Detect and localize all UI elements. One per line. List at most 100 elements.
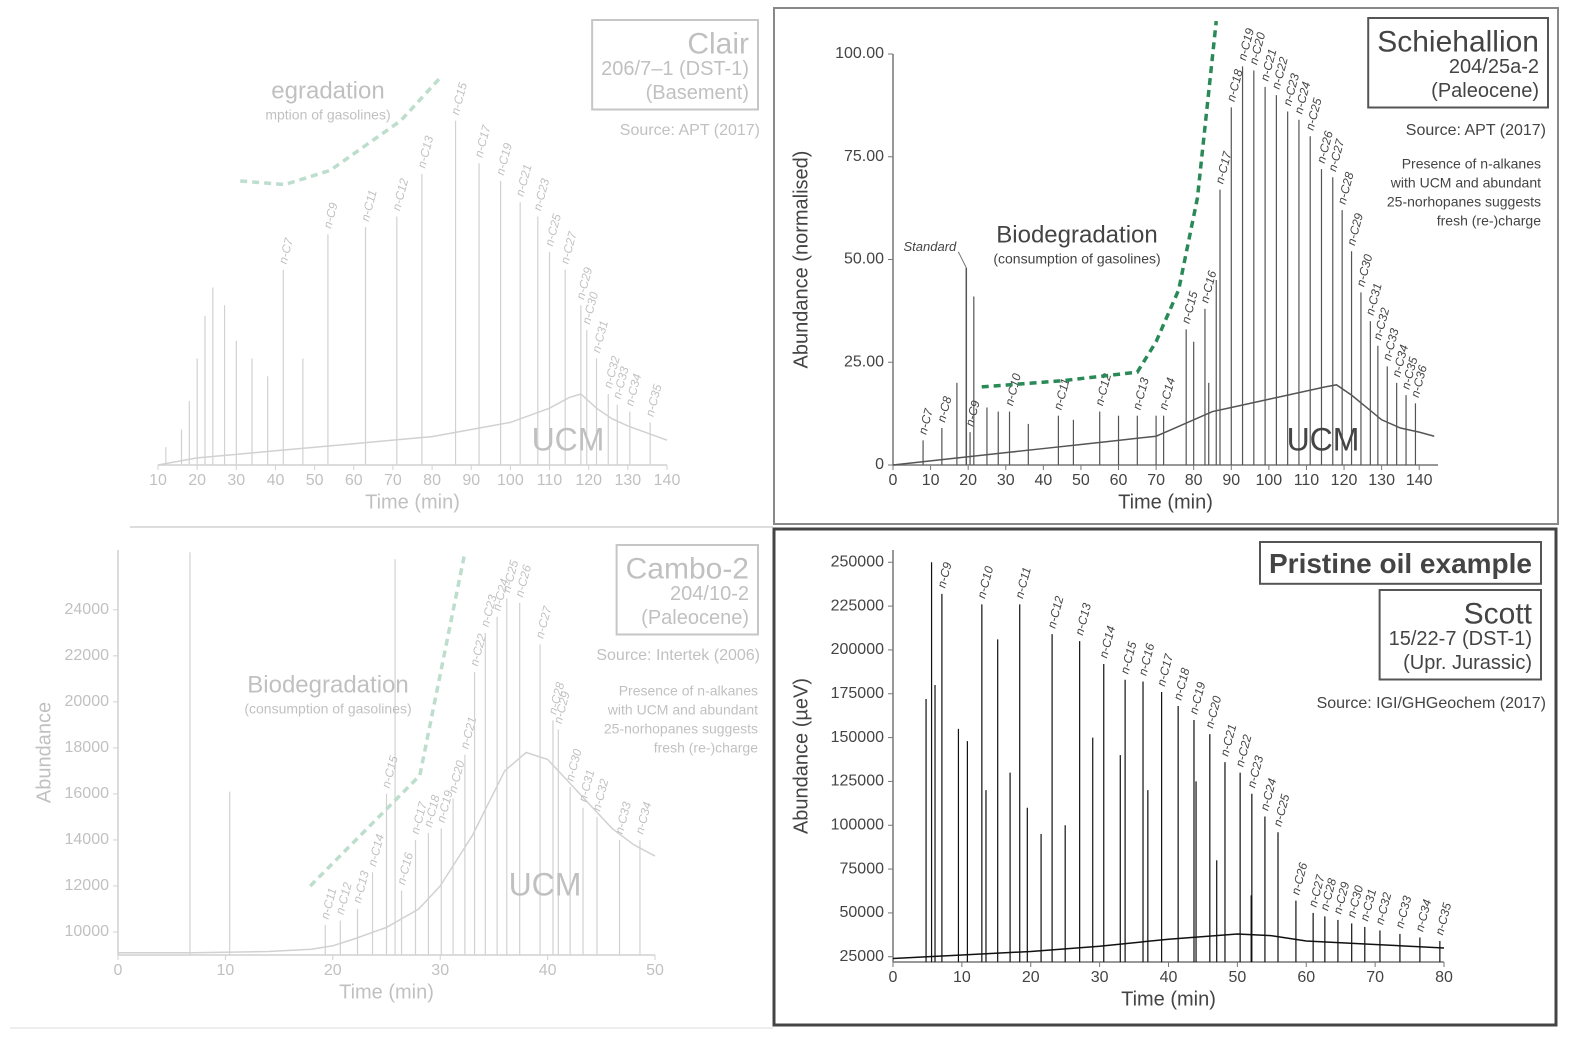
- panel-border: [772, 527, 1558, 1027]
- box-title: Clair: [687, 27, 749, 60]
- y-tick-label: 16000: [65, 785, 110, 802]
- x-tick-label: 40: [539, 962, 557, 979]
- x-tick-label: 20: [188, 472, 206, 489]
- trend-sublabel: mption of gasolines): [265, 107, 390, 123]
- y-tick-label: 14000: [65, 831, 110, 848]
- y-tick-label: 18000: [65, 739, 110, 756]
- x-tick-label: 90: [462, 472, 480, 489]
- x-tick-label: 60: [1110, 472, 1128, 489]
- box-info: (Basement): [646, 82, 749, 104]
- x-tick-label: 50: [306, 472, 324, 489]
- box-title: Schiehallion: [1377, 25, 1539, 58]
- y-tick-label: 22000: [65, 647, 110, 664]
- note: fresh (re-)charge: [1437, 213, 1541, 229]
- x-axis-label: Time (min): [339, 981, 434, 1003]
- box-info: (Paleocene): [1431, 80, 1539, 102]
- trend-sublabel: (consumption of gasolines): [244, 701, 411, 717]
- y-tick-label: 150000: [831, 729, 884, 746]
- x-tick-label: 70: [1366, 969, 1384, 986]
- note: with UCM and abundant: [1390, 175, 1541, 191]
- peak-label: n-C8: [934, 395, 954, 424]
- note: 25-norhopanes suggests: [604, 721, 758, 737]
- standard-label: Standard: [904, 239, 958, 254]
- box-info: 204/10-2: [670, 583, 749, 605]
- x-axis-label: Time (min): [1118, 491, 1213, 513]
- peak-label: n-C7: [276, 235, 297, 265]
- y-axis-label: Abundance (normalised): [790, 151, 812, 369]
- y-tick-label: 250000: [831, 553, 884, 570]
- x-tick-label: 50: [646, 962, 664, 979]
- box-info: 15/22-7 (DST-1): [1389, 628, 1532, 650]
- y-tick-label: 50000: [840, 904, 885, 921]
- x-tick-label: 10: [922, 472, 940, 489]
- trend-sublabel: (consumption of gasolines): [993, 251, 1160, 267]
- box-info: (Upr. Jurassic): [1403, 652, 1532, 674]
- note: with UCM and abundant: [607, 702, 758, 718]
- x-tick-label: 80: [423, 472, 441, 489]
- y-tick-label: 75.00: [844, 148, 884, 165]
- leader: [957, 251, 967, 268]
- y-axis-label: Abundance: [33, 702, 55, 803]
- y-tick-label: 100.00: [835, 45, 884, 62]
- y-tick-label: 10000: [65, 923, 110, 940]
- x-axis-label: Time (min): [365, 491, 460, 513]
- y-tick-label: 200000: [831, 641, 884, 658]
- x-tick-label: 10: [149, 472, 167, 489]
- y-tick-label: 0: [875, 456, 884, 473]
- label-box: [1378, 589, 1542, 681]
- x-tick-label: 30: [431, 962, 449, 979]
- x-tick-label: 110: [1294, 472, 1320, 489]
- source: Source: Intertek (2006): [596, 647, 760, 664]
- x-tick-label: 30: [1091, 969, 1109, 986]
- trend-line: [309, 551, 467, 888]
- y-tick-label: 125000: [831, 773, 884, 790]
- y-tick-label: 75000: [840, 860, 885, 877]
- label-box: [615, 544, 759, 636]
- x-tick-label: 0: [889, 969, 898, 986]
- y-tick-label: 12000: [65, 877, 110, 894]
- trend-label: Biodegradation: [996, 221, 1157, 248]
- x-tick-label: 130: [1368, 472, 1395, 489]
- x-tick-label: 120: [575, 472, 602, 489]
- ucm-label: UCM: [1287, 421, 1360, 457]
- x-tick-label: 60: [345, 472, 363, 489]
- box-title: Pristine oil example: [1269, 548, 1532, 579]
- ucm-envelope: [892, 933, 1445, 960]
- x-tick-label: 100: [1256, 472, 1283, 489]
- trend-label: egradation: [271, 77, 384, 104]
- x-axis-label: Time (min): [1121, 988, 1216, 1010]
- trend-line: [981, 20, 1218, 389]
- x-tick-label: 0: [889, 472, 898, 489]
- trend-line: [240, 76, 442, 187]
- x-tick-label: 30: [997, 472, 1015, 489]
- y-tick-label: 25.00: [844, 353, 884, 370]
- x-tick-label: 10: [217, 962, 235, 979]
- x-tick-label: 80: [1185, 472, 1203, 489]
- label-box: [1259, 541, 1542, 585]
- x-tick-label: 80: [1435, 969, 1453, 986]
- y-tick-label: 24000: [65, 601, 110, 618]
- x-tick-label: 140: [1406, 472, 1433, 489]
- x-tick-label: 40: [1160, 969, 1178, 986]
- panel-border: [773, 7, 1559, 525]
- label-box: [1367, 17, 1549, 109]
- ucm-label: UCM: [532, 421, 605, 457]
- x-tick-label: 0: [114, 962, 123, 979]
- peak-label: n-C9: [962, 399, 982, 428]
- ucm-envelope: [118, 751, 656, 954]
- x-tick-label: 20: [959, 472, 977, 489]
- source: Source: APT (2017): [1406, 122, 1546, 139]
- x-tick-label: 20: [324, 962, 342, 979]
- x-tick-label: 40: [1034, 472, 1052, 489]
- source: Source: APT (2017): [620, 122, 760, 139]
- note: 25-norhopanes suggests: [1387, 194, 1541, 210]
- y-tick-label: 225000: [831, 597, 884, 614]
- box-info: (Paleocene): [641, 607, 749, 629]
- source: Source: IGI/GHGeochem (2017): [1317, 695, 1546, 712]
- box-title: Cambo-2: [626, 552, 749, 585]
- trend-label: Biodegradation: [247, 671, 408, 698]
- x-tick-label: 120: [1331, 472, 1358, 489]
- chart-panel: 0 10 20 30 40 50 60 70 80 Time (min) 25000 50000 750…: [790, 541, 1546, 1010]
- peak-label: n-C7: [916, 406, 937, 436]
